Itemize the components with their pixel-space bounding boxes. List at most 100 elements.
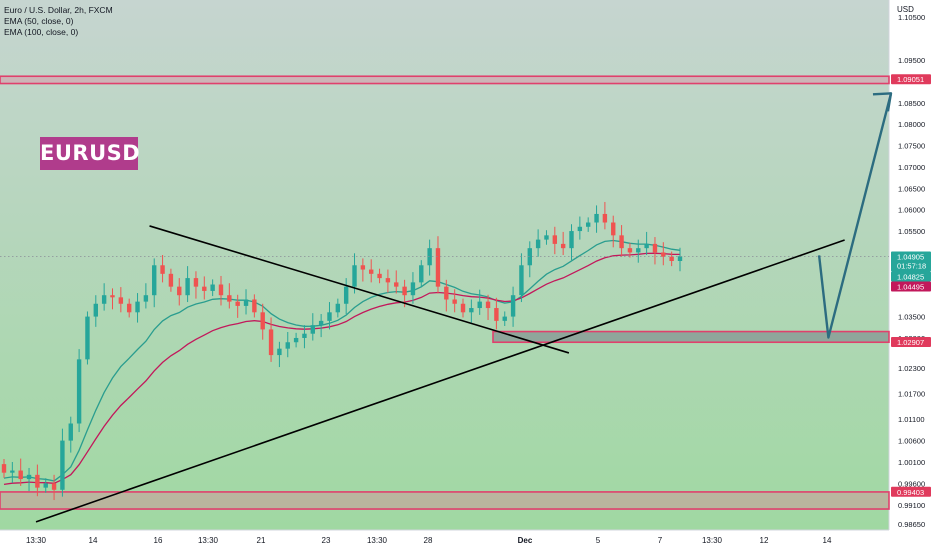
candle-body xyxy=(76,359,82,424)
candle xyxy=(569,224,574,261)
candle-body xyxy=(352,265,357,287)
candle-body xyxy=(277,348,282,356)
candle xyxy=(627,243,633,258)
candle xyxy=(419,260,424,288)
candle xyxy=(652,237,658,265)
candle xyxy=(394,270,399,294)
candle-body xyxy=(519,265,524,296)
candle xyxy=(135,293,140,323)
candle-body xyxy=(43,483,48,488)
candle xyxy=(243,289,249,315)
candle-body xyxy=(502,316,507,321)
candle xyxy=(85,311,90,365)
candle xyxy=(152,258,157,308)
candle xyxy=(218,275,224,306)
y-tick-label: 1.00100 xyxy=(898,458,925,467)
candle-body xyxy=(160,265,165,274)
candle xyxy=(435,236,441,294)
candle-body xyxy=(260,312,265,330)
axis-currency-label: USD xyxy=(897,5,914,14)
y-tick-label: 0.99600 xyxy=(898,479,925,488)
price-label-text: 1.04905 xyxy=(897,253,924,262)
candle-body xyxy=(677,256,683,261)
candle xyxy=(93,295,99,327)
candle-body xyxy=(569,231,574,249)
descending-trendline[interactable] xyxy=(149,225,570,354)
y-tick-label: 1.07500 xyxy=(898,142,925,151)
candle-body xyxy=(494,308,499,321)
candle xyxy=(369,259,374,283)
y-tick-label: 1.07000 xyxy=(898,163,925,172)
x-tick-label: 5 xyxy=(596,536,601,545)
candle xyxy=(193,271,199,299)
candle-body xyxy=(210,284,215,291)
candle xyxy=(51,474,57,501)
candle-body xyxy=(143,295,149,302)
candle-body xyxy=(377,273,382,279)
candle xyxy=(260,303,265,340)
x-tick-label: 14 xyxy=(823,536,832,545)
candle-body xyxy=(469,308,474,313)
candle-body xyxy=(218,284,224,296)
candle-body xyxy=(293,337,299,343)
x-tick-label: 16 xyxy=(154,536,163,545)
candle xyxy=(527,241,532,278)
candle-body xyxy=(535,239,541,249)
candle-body xyxy=(51,483,57,490)
ascending-trendline[interactable] xyxy=(35,239,845,523)
price-label-ema100 xyxy=(891,281,931,292)
candle-body xyxy=(661,252,666,257)
candle xyxy=(644,231,649,256)
candle xyxy=(552,226,558,255)
candle-body xyxy=(594,213,599,223)
x-tick-label: 13:30 xyxy=(198,536,219,545)
y-tick-label: 1.01100 xyxy=(898,415,925,424)
price-label-text: 1.02907 xyxy=(897,338,924,347)
candle-body xyxy=(636,248,641,253)
x-tick-label: 21 xyxy=(257,536,266,545)
projection-arrow[interactable] xyxy=(817,93,893,339)
candle-body xyxy=(644,243,649,249)
candle xyxy=(611,215,616,248)
candle-body xyxy=(10,470,15,473)
candle-body xyxy=(68,423,73,441)
candle xyxy=(410,272,416,304)
candle-body xyxy=(93,303,99,317)
candle-body xyxy=(560,243,566,249)
candle xyxy=(185,266,190,303)
candle xyxy=(460,298,466,318)
candle xyxy=(444,279,449,312)
price-label-resistance xyxy=(891,74,931,85)
y-tick-label: 1.02300 xyxy=(898,364,925,373)
candle xyxy=(677,247,683,272)
candle xyxy=(327,302,332,330)
candle-body xyxy=(126,303,132,313)
ema50-line xyxy=(3,239,681,482)
candle-body xyxy=(419,265,424,283)
candle xyxy=(535,229,541,257)
y-tick-label: 1.08000 xyxy=(898,120,925,129)
candle-body xyxy=(110,295,115,298)
candle-body xyxy=(101,295,107,304)
y-tick-label: 1.06000 xyxy=(898,206,925,215)
candle xyxy=(285,331,290,358)
y-tick-label: 1.08500 xyxy=(898,99,925,108)
candle xyxy=(1,458,7,478)
candle xyxy=(577,216,583,240)
candle xyxy=(110,288,115,310)
candle xyxy=(661,242,666,266)
candle-body xyxy=(26,474,32,480)
candle-body xyxy=(168,273,174,287)
candle-body xyxy=(544,235,549,240)
candle-body xyxy=(477,301,482,309)
candle-body xyxy=(35,474,40,488)
candle-body xyxy=(152,265,157,296)
candle-body xyxy=(85,316,90,360)
y-tick-label: 0.99100 xyxy=(898,501,925,510)
x-tick-label: 13:30 xyxy=(702,536,723,545)
candle xyxy=(377,268,382,284)
x-tick-label: 28 xyxy=(424,536,433,545)
candle xyxy=(335,298,341,318)
candle-body xyxy=(435,248,441,287)
